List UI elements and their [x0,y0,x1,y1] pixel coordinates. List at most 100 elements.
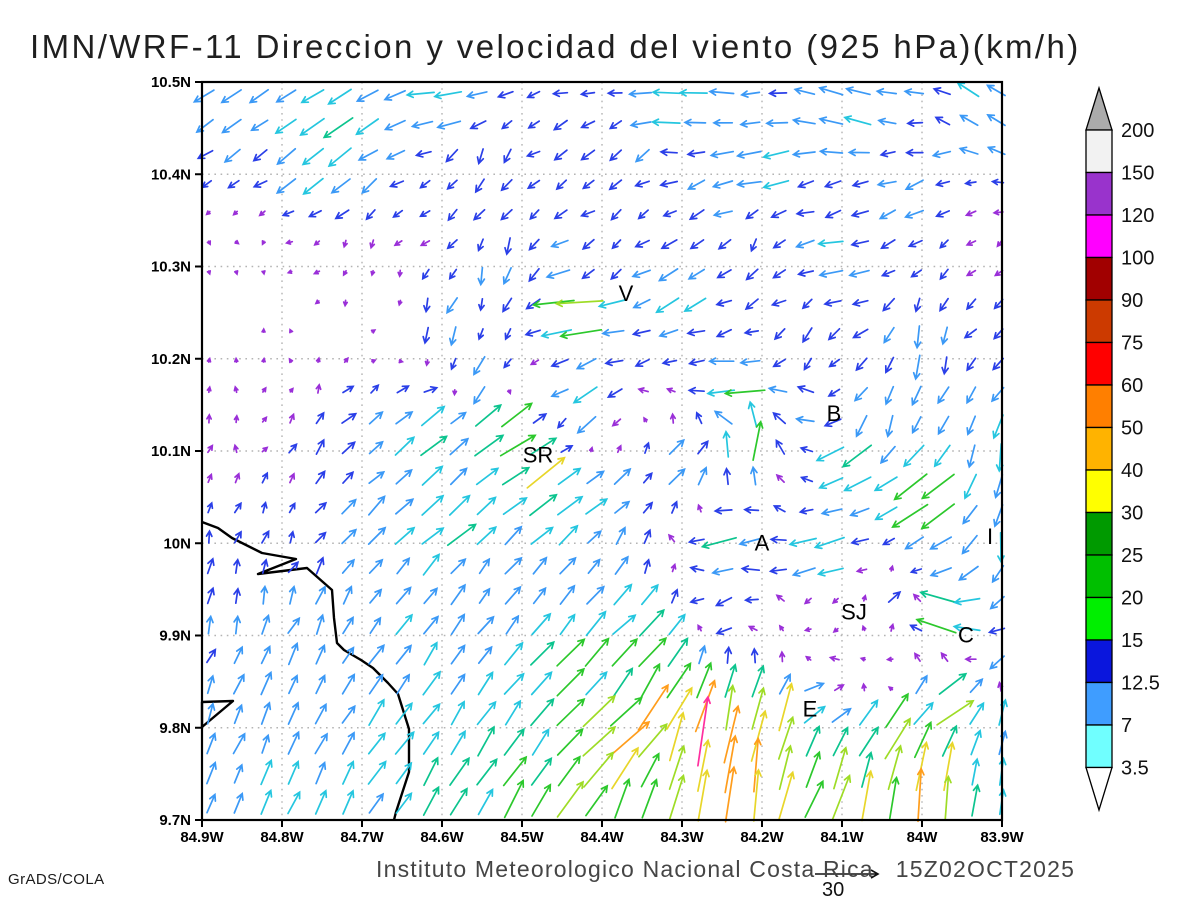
wind-arrow [813,536,845,550]
legend-tick-label: 25 [1121,545,1143,567]
wind-arrow [450,613,466,636]
legend-color-block [1085,341,1113,386]
wind-arrow [712,118,734,127]
wind-arrow [697,503,703,513]
wind-arrow [234,239,240,245]
wind-arrow [609,149,623,162]
wind-arrow [312,269,321,275]
wind-arrow [396,385,410,394]
legend-color-block [1085,511,1113,556]
wind-arrow [422,702,441,725]
wind-arrow [788,537,817,548]
wind-arrow [502,497,528,516]
wind-arrow [556,667,586,697]
wind-arrow [668,438,685,455]
wind-arrow [395,613,414,636]
footer-line: Instituto Meteorologico Nacional Costa R… [376,856,1075,883]
wind-arrow [233,501,242,514]
wind-arrow [395,498,415,515]
wind-arrow [858,699,879,726]
wind-arrow [667,533,676,543]
wind-arrow [342,239,348,249]
wind-arrow [206,269,212,276]
wind-arrow [448,268,458,281]
wind-arrow [368,673,384,695]
legend-labels: 200 150 120 100 90 75 60 50 40 30 25 20 15 12.5 7 3.5 [1121,120,1160,780]
wind-arrow [314,531,327,544]
wind-arrow [560,444,574,454]
wind-arrow [657,268,679,282]
wind-arrow [608,179,623,191]
wind-arrow [828,655,840,662]
wind-arrow [880,239,896,250]
wind-arrow [532,586,547,605]
wind-arrow [355,118,380,136]
wind-arrow [342,646,355,664]
station-letter: E [803,696,818,721]
wind-arrow [941,356,950,376]
wind-arrow [261,733,271,754]
wind-arrow [668,744,686,790]
wind-arrow [287,616,301,634]
wind-arrow [368,792,385,814]
graticule [202,82,1002,820]
wind-arrow [260,670,273,696]
wind-arrow [833,684,845,692]
wind-arrow [642,472,653,484]
wind-arrow [885,656,894,662]
wind-arrow [367,732,386,755]
wind-arrow [751,664,765,698]
wind-arrow [206,702,216,725]
wind-arrow [893,473,928,501]
wind-arrow [832,726,849,757]
wind-arrow [815,446,845,462]
wind-arrow [709,150,735,159]
wind-arrow [631,269,651,279]
station-letter: B [827,401,842,426]
wind-arrow [371,359,377,364]
wind-arrow [695,411,703,425]
wind-arrow [447,208,458,222]
wind-arrow [530,640,555,666]
wind-arrow [342,269,348,277]
wind-arrow [794,239,815,249]
wind-arrow [607,720,651,759]
wind-arrow [287,641,299,666]
wind-arrow [643,441,651,454]
wind-arrow [258,210,266,217]
wind-arrow [659,148,678,157]
wind-arrow [861,594,867,602]
wind-arrow [369,588,383,604]
legend-color-block [1085,171,1113,216]
wind-arrow [713,410,733,425]
wind-arrow [232,732,246,755]
station-letter: SJ [841,599,867,624]
wind-arrow [315,585,326,605]
wind-arrow [816,567,844,577]
wind-arrow [712,210,733,218]
lon-tick-label: 83.9W [980,829,1024,846]
wind-arrow [477,615,495,635]
wind-arrow [794,415,815,424]
legend-color-block [1085,129,1113,174]
wind-arrow [936,699,975,726]
wind-arrow [823,180,842,189]
lat-tick-label: 9.8N [159,720,191,737]
wind-arrow [419,240,431,247]
wind-arrow [398,358,405,364]
axis-labels: 84.9W 84.8W 84.7W 84.6W 84.5W 84.4W 84.3W 84.2W… [151,74,1025,846]
wind-arrow [852,328,869,339]
wind-arrow [904,209,925,219]
wind-arrow [827,327,841,341]
wind-arrow [553,149,568,161]
wind-arrow [939,239,949,249]
wind-arrow [501,120,513,130]
wind-arrow [559,584,576,605]
wind-arrow [504,237,512,256]
wind-arrow [315,356,321,364]
wind-arrow [799,446,814,453]
wind-arrow [477,238,484,252]
wind-arrow [558,524,579,546]
wind-arrow [965,240,977,246]
legend-color-block [1085,384,1113,429]
